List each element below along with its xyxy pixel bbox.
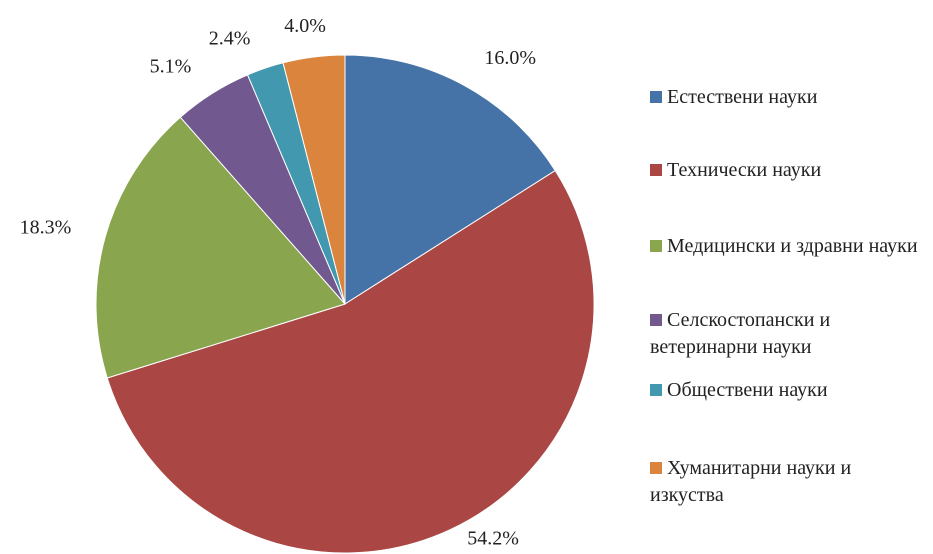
pie-slice [106,169,595,554]
legend-label: Селскостопански и ветеринарни науки [650,309,831,358]
legend-label: Обществени науки [667,379,828,401]
legend-swatch [650,462,662,474]
legend-item: Обществени науки [650,377,925,404]
legend-swatch [650,240,662,252]
legend-label: Естествени науки [667,86,818,108]
legend-item: Естествени науки [650,84,925,111]
data-label: 4.0% [284,15,326,37]
legend-item: Селскостопански и ветеринарни науки [650,307,925,361]
legend-swatch [650,314,662,326]
pie-slice [344,54,556,305]
legend-label: Хуманитарни науки и изкуства [650,457,852,506]
legend-item: Медицински и здравни науки [650,233,925,260]
pie-slice [95,116,346,379]
data-label: 18.3% [20,216,72,238]
legend-item: Хуманитарни науки и изкуства [650,455,925,509]
data-label: 2.4% [209,27,251,49]
pie-slice [282,54,346,305]
data-label: 5.1% [150,56,192,78]
legend-label: Технически науки [667,159,822,181]
legend-label: Медицински и здравни науки [667,235,918,257]
data-label: 54.2% [467,528,519,550]
legend-swatch [650,384,662,396]
data-label: 16.0% [484,47,536,69]
legend-item: Технически науки [650,157,925,184]
legend-swatch [650,91,662,103]
legend-swatch [650,164,662,176]
